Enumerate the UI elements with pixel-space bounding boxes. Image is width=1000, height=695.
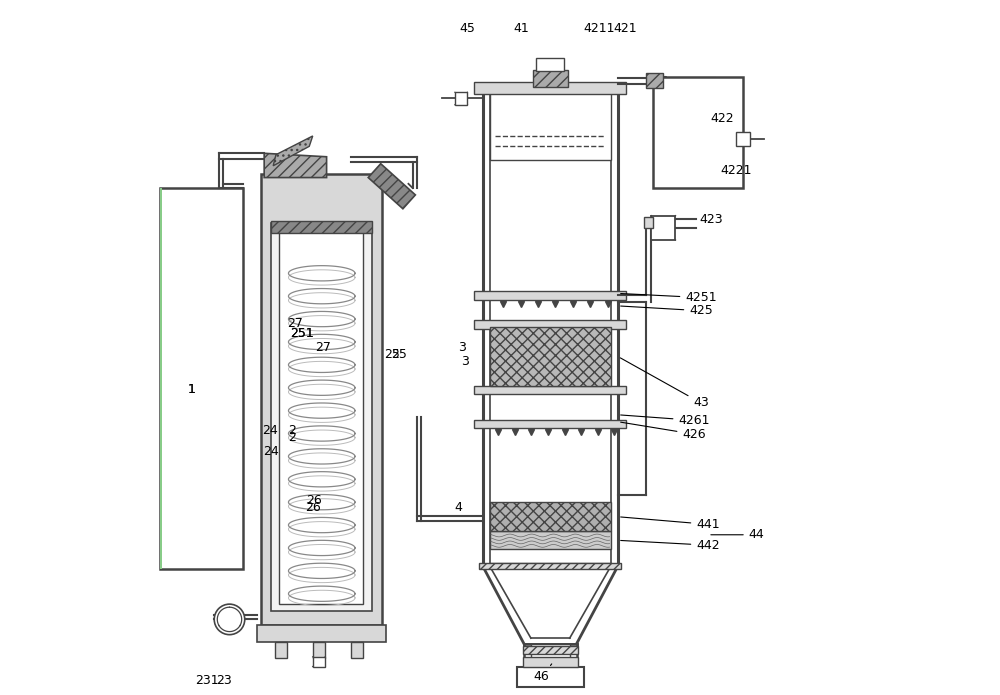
Text: 1: 1 (187, 383, 195, 395)
Text: 4251: 4251 (621, 291, 717, 304)
Text: 251: 251 (290, 327, 314, 340)
Bar (160, 188, 162, 569)
Text: 4221: 4221 (720, 164, 752, 177)
Text: 4211: 4211 (583, 22, 615, 35)
Text: 442: 442 (621, 539, 720, 552)
Bar (536, 58, 564, 72)
Bar (490, 531, 611, 548)
Bar (531, 644, 570, 660)
Text: 25: 25 (385, 348, 400, 361)
Bar (313, 657, 325, 667)
Text: 45: 45 (459, 22, 475, 35)
Bar (490, 502, 611, 531)
Bar (517, 667, 584, 687)
Text: 24: 24 (262, 424, 278, 437)
Bar (490, 91, 611, 161)
Bar (313, 642, 325, 658)
Text: 421: 421 (613, 22, 637, 35)
Text: 26: 26 (306, 493, 322, 507)
Polygon shape (264, 154, 327, 177)
Text: 422: 422 (710, 112, 734, 125)
Text: 24: 24 (263, 445, 279, 458)
Bar (490, 327, 611, 386)
Bar (474, 320, 626, 329)
Bar (644, 217, 653, 228)
Bar (261, 174, 382, 625)
Text: 23: 23 (216, 674, 232, 687)
Bar (646, 73, 663, 88)
Text: 426: 426 (621, 422, 706, 441)
Text: 25: 25 (391, 348, 407, 361)
Bar (479, 562, 621, 569)
Text: 3: 3 (461, 355, 469, 368)
Bar (257, 625, 386, 642)
Bar (271, 220, 372, 233)
Text: 4: 4 (454, 500, 462, 514)
Bar (736, 133, 750, 147)
Bar (523, 657, 578, 667)
Bar (474, 82, 626, 95)
Bar (455, 92, 467, 105)
Bar (651, 215, 675, 240)
Polygon shape (273, 136, 313, 166)
Text: 46: 46 (534, 664, 552, 683)
Bar (275, 642, 287, 658)
Text: 2: 2 (288, 424, 296, 437)
Text: 4261: 4261 (621, 414, 710, 427)
Bar (351, 642, 363, 658)
Text: 26: 26 (305, 500, 321, 514)
Text: 2: 2 (288, 431, 296, 444)
Bar (474, 386, 626, 394)
Text: 27: 27 (287, 317, 303, 329)
Text: 43: 43 (620, 358, 709, 409)
Text: 1: 1 (187, 383, 195, 395)
Polygon shape (368, 164, 415, 208)
Bar (271, 222, 372, 611)
Text: 44: 44 (711, 528, 765, 541)
Bar (474, 420, 626, 428)
Bar (524, 644, 577, 663)
Text: 231: 231 (195, 674, 219, 687)
Text: 423: 423 (700, 213, 723, 226)
Text: 251: 251 (290, 327, 314, 340)
Text: 3: 3 (458, 341, 466, 354)
Text: 425: 425 (621, 304, 713, 317)
Bar (474, 291, 626, 300)
Bar (653, 77, 743, 188)
Circle shape (214, 604, 245, 635)
Bar (523, 646, 578, 654)
Text: 441: 441 (621, 517, 720, 531)
Bar (160, 188, 243, 569)
Text: 41: 41 (513, 22, 529, 35)
Bar (533, 70, 568, 88)
Text: 27: 27 (315, 341, 331, 354)
Bar (279, 229, 363, 604)
